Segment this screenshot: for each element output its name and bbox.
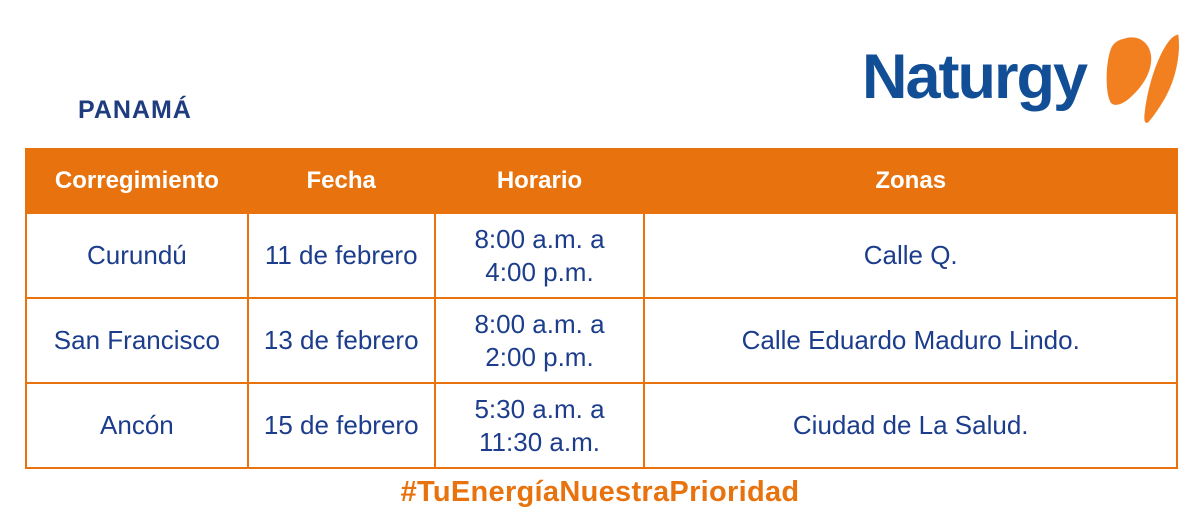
horario-line1: 8:00 a.m. a bbox=[474, 309, 605, 339]
naturgy-wordmark: Naturgy bbox=[862, 42, 1088, 112]
cell-fecha: 15 de febrero bbox=[246, 382, 436, 469]
table-row: Curundú 11 de febrero 8:00 a.m. a 4:00 p… bbox=[25, 212, 1178, 299]
table-row: San Francisco 13 de febrero 8:00 a.m. a … bbox=[25, 297, 1178, 384]
horario-line1: 5:30 a.m. a bbox=[474, 394, 605, 424]
outage-schedule-table: Corregimiento Fecha Horario Zonas Curund… bbox=[25, 148, 1178, 469]
horario-line2: 2:00 p.m. bbox=[485, 341, 594, 372]
cell-corregimiento: Curundú bbox=[25, 212, 249, 299]
hashtag-footer: #TuEnergíaNuestraPrioridad bbox=[400, 476, 800, 508]
header-horario: Horario bbox=[433, 148, 646, 214]
horario-line1: 8:00 a.m. a bbox=[474, 224, 605, 254]
cell-horario: 5:30 a.m. a 11:30 a.m. bbox=[433, 382, 646, 469]
cell-horario: 8:00 a.m. a 4:00 p.m. bbox=[433, 212, 646, 299]
cell-corregimiento: San Francisco bbox=[25, 297, 249, 384]
cell-corregimiento: Ancón bbox=[25, 382, 249, 469]
header-corregimiento: Corregimiento bbox=[25, 148, 249, 214]
cell-zonas: Calle Eduardo Maduro Lindo. bbox=[643, 297, 1178, 384]
header-fecha: Fecha bbox=[246, 148, 436, 214]
butterfly-icon bbox=[1106, 34, 1179, 123]
naturgy-logo: Naturgy bbox=[860, 28, 1182, 136]
header-zonas: Zonas bbox=[643, 148, 1178, 214]
cell-zonas: Calle Q. bbox=[643, 212, 1178, 299]
cell-fecha: 13 de febrero bbox=[246, 297, 436, 384]
country-label: PANAMÁ bbox=[78, 96, 192, 124]
horario-line2: 11:30 a.m. bbox=[479, 426, 600, 457]
table-row: Ancón 15 de febrero 5:30 a.m. a 11:30 a.… bbox=[25, 382, 1178, 469]
table-header-row: Corregimiento Fecha Horario Zonas bbox=[25, 148, 1178, 214]
cell-zonas: Ciudad de La Salud. bbox=[643, 382, 1178, 469]
cell-fecha: 11 de febrero bbox=[246, 212, 436, 299]
horario-line2: 4:00 p.m. bbox=[485, 256, 594, 287]
cell-horario: 8:00 a.m. a 2:00 p.m. bbox=[433, 297, 646, 384]
